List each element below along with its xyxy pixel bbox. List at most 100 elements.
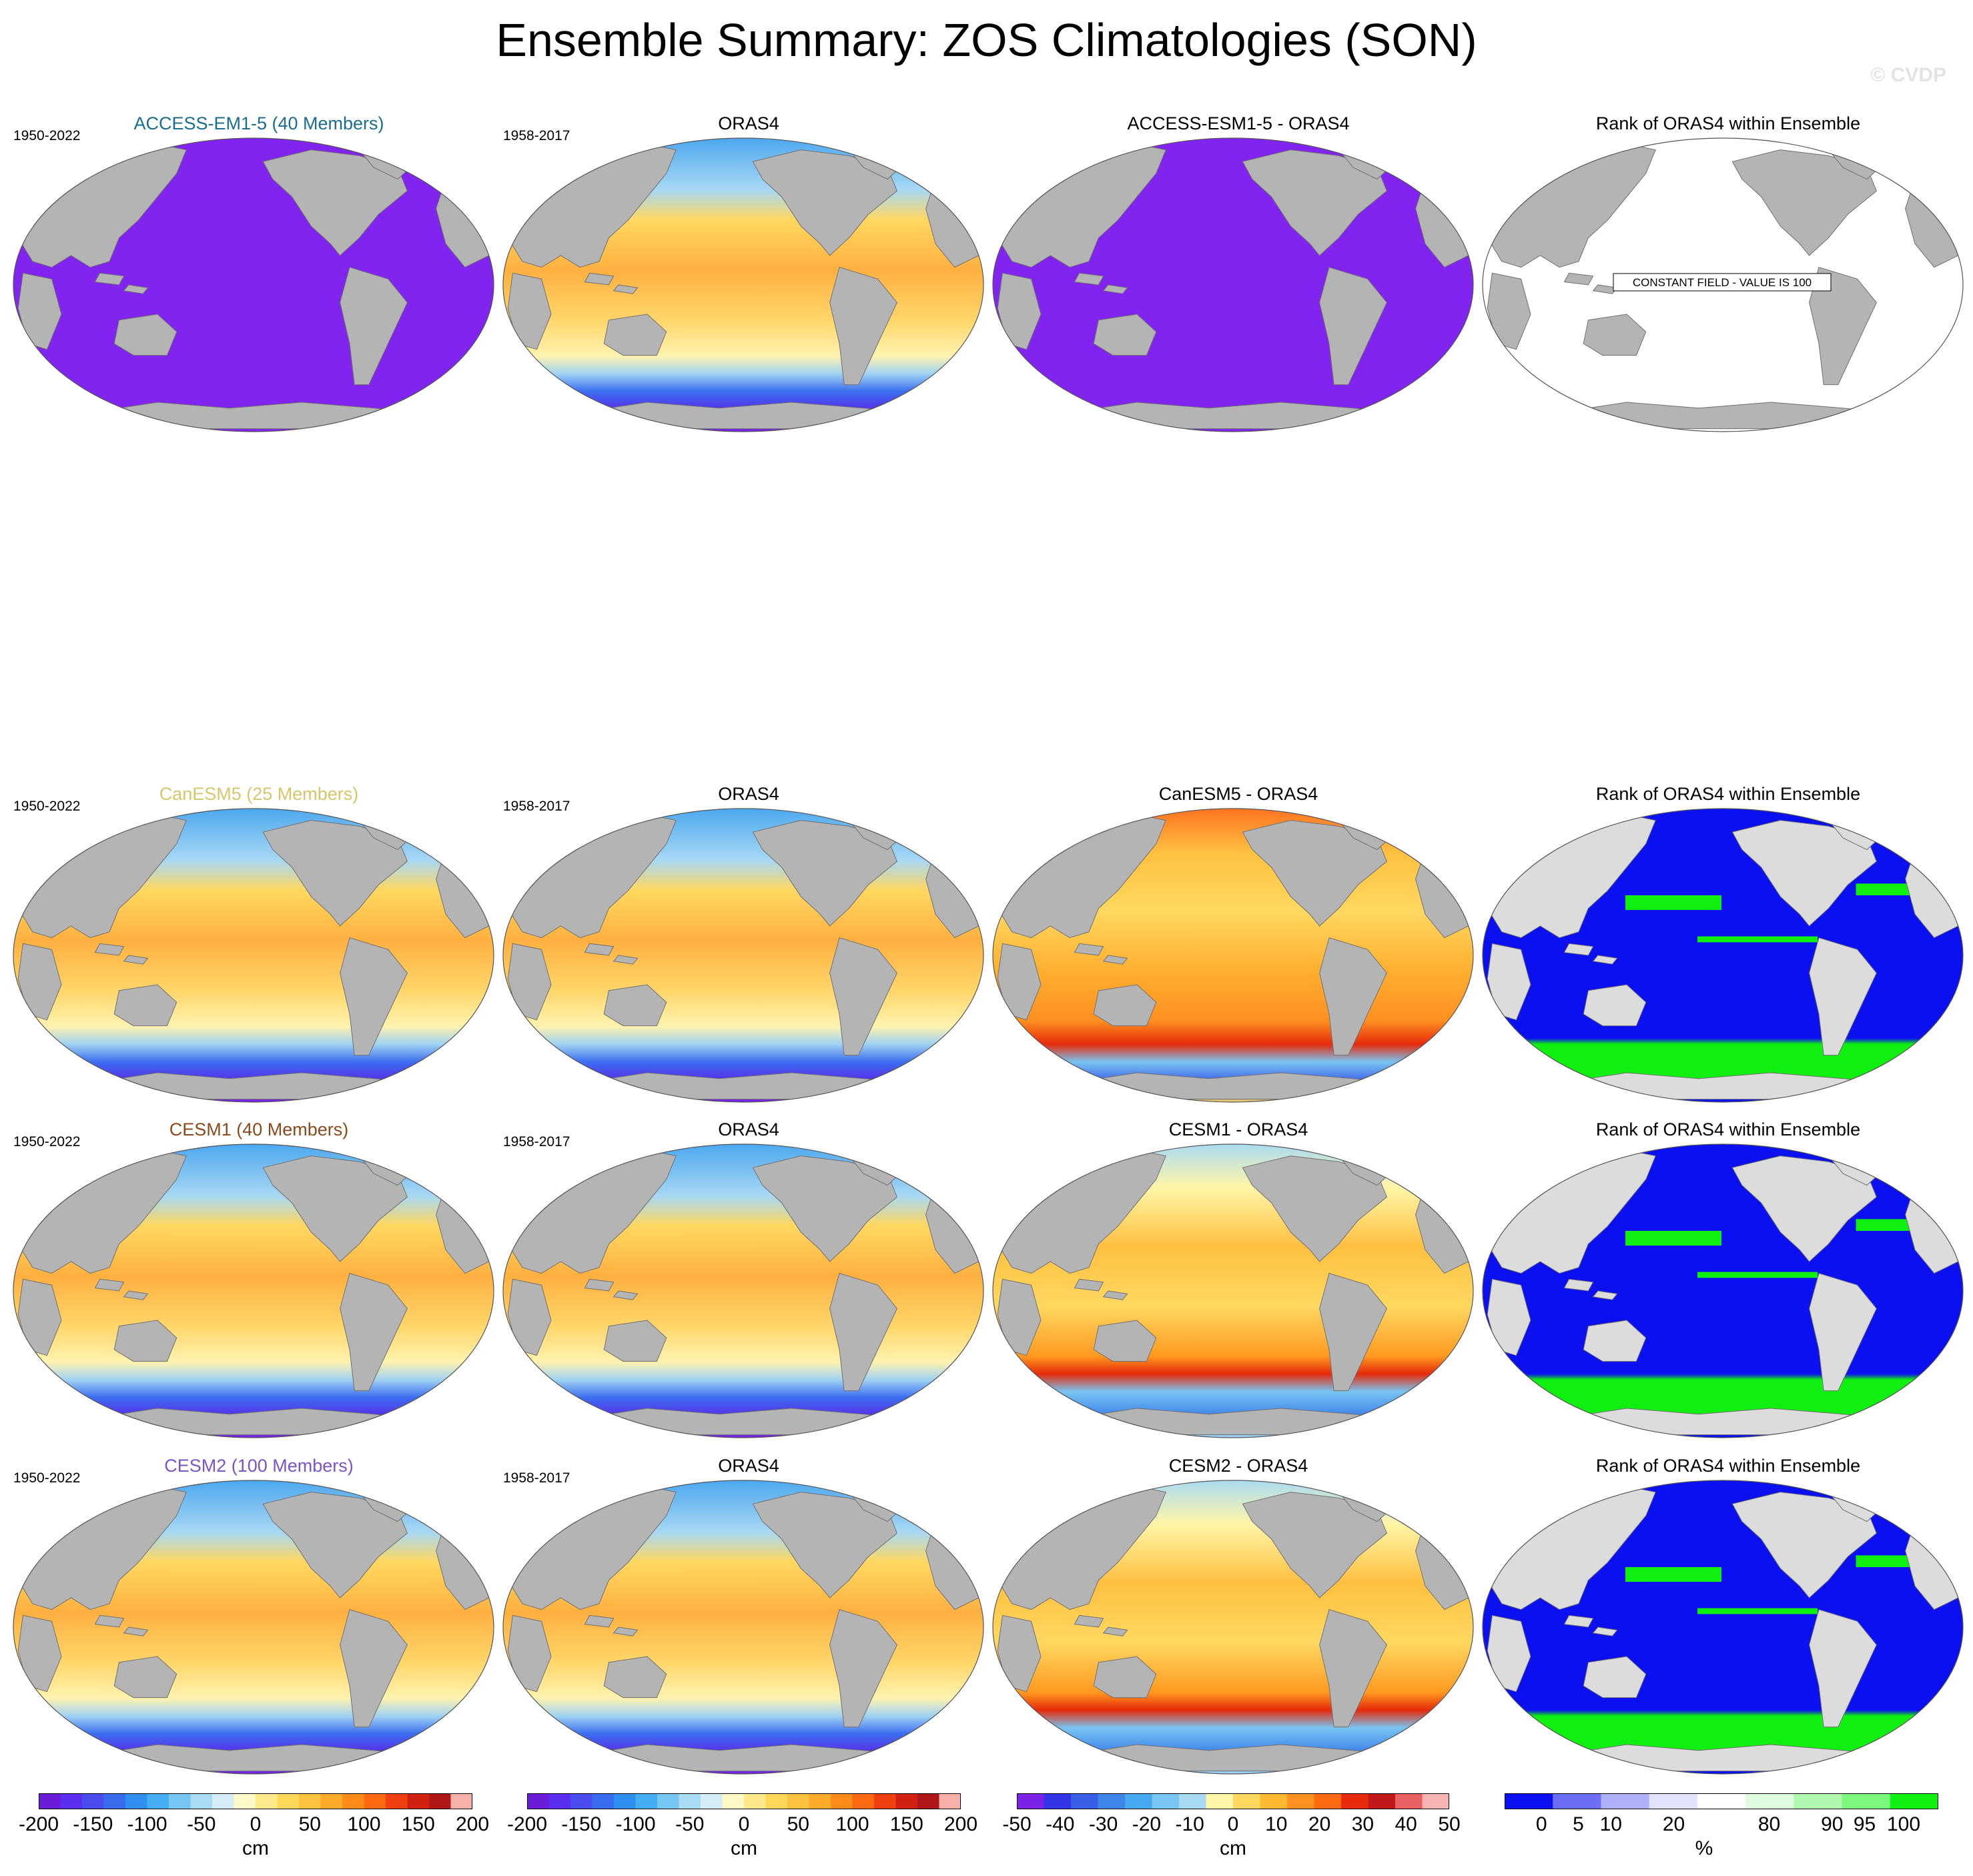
- panel-period: 1958-2017: [503, 1470, 570, 1486]
- rank-panel: Rank of ORAS4 within Ensemble: [1481, 1456, 1973, 1783]
- land-mass: [1809, 266, 1877, 386]
- map-climatology: [13, 808, 494, 1103]
- panel-title: CESM1 - ORAS4: [1168, 1119, 1308, 1139]
- colorbar-swatch: [103, 1793, 126, 1809]
- land-mass: [997, 1278, 1042, 1356]
- page-title: Ensemble Summary: ZOS Climatologies (SON…: [496, 14, 1477, 66]
- difference-panel: ACCESS-ESM1-5 - ORAS4: [992, 113, 1485, 440]
- colorbar-swatch: [364, 1793, 386, 1809]
- colorbar-swatch: [895, 1793, 918, 1809]
- map-border: [992, 1143, 1474, 1438]
- land-mass: [1102, 1290, 1128, 1300]
- colorbar-swatch: [1071, 1793, 1099, 1809]
- difference-panel: CESM2 - ORAS4: [992, 1456, 1485, 1783]
- land-mass: [1242, 820, 1388, 927]
- land-mass: [752, 1155, 898, 1262]
- land-mass: [1592, 284, 1618, 294]
- land-mass: [1319, 266, 1387, 386]
- panel-title: ORAS4: [718, 784, 779, 804]
- land-mass: [1487, 272, 1531, 350]
- colorbar-swatch: [82, 1793, 105, 1809]
- map-border: [1482, 137, 1964, 432]
- map-climatology: [502, 1480, 984, 1775]
- land-mass: [123, 284, 149, 294]
- map-border: [1482, 808, 1964, 1103]
- land-mass: [1242, 1155, 1388, 1262]
- colorbar-tick-label: 20: [1662, 1813, 1685, 1835]
- map-border: [502, 808, 984, 1103]
- map-uniform: [13, 137, 494, 432]
- land-mass: [1487, 1278, 1531, 1356]
- colorbar-swatch: [1368, 1793, 1396, 1809]
- land-mass: [340, 1272, 408, 1392]
- model-panel: ACCESS-EM1-5 (40 Members) 1950-2022: [12, 113, 506, 440]
- colorbar-tick-label: 150: [889, 1813, 923, 1835]
- rank-band: [1625, 1567, 1721, 1582]
- map-climatology: [502, 137, 984, 432]
- land-mass: [1242, 1492, 1388, 1598]
- obs-panel: ORAS4 1958-2017: [502, 113, 996, 440]
- colorbar-swatch: [125, 1793, 148, 1809]
- land-mass: [340, 1608, 408, 1728]
- colorbar-swatch: [1649, 1793, 1698, 1809]
- colorbar-swatch: [1233, 1793, 1261, 1809]
- colorbar-swatch: [1017, 1793, 1045, 1809]
- colorbar-tick-label: 100: [835, 1813, 869, 1835]
- colorbar-swatch: [1890, 1793, 1938, 1809]
- colorbar-swatch: [1422, 1793, 1449, 1809]
- land-mass: [507, 943, 552, 1021]
- colorbar-tick-label: -50: [187, 1813, 216, 1835]
- map-border: [13, 1143, 494, 1438]
- map-climatology: [13, 1143, 494, 1438]
- difference-panel: CESM1 - ORAS4: [992, 1119, 1485, 1446]
- land-mass: [1319, 1608, 1387, 1728]
- land-mass: [340, 266, 408, 386]
- land-mass: [340, 937, 408, 1056]
- rank-band: [1697, 1608, 1818, 1614]
- colorbar-tick-label: 100: [1886, 1813, 1921, 1835]
- panel-title: Rank of ORAS4 within Ensemble: [1595, 1119, 1861, 1139]
- land-mass: [1583, 984, 1647, 1027]
- colorbar-unit: cm: [242, 1837, 269, 1859]
- map-border: [502, 137, 984, 432]
- colorbar-swatch: [407, 1793, 430, 1809]
- colorbar-tick-label: 40: [1395, 1813, 1417, 1835]
- land-mass: [113, 1656, 177, 1699]
- land-mass: [1731, 1155, 1878, 1262]
- land-mass: [1583, 1656, 1647, 1699]
- land-mass: [1731, 820, 1878, 927]
- colorbar-difference: -50 -40 -30 -20 -10 0 10 20 30 40 50 cm: [1002, 1793, 1461, 1867]
- map-mixed-bias: [992, 1143, 1474, 1438]
- colorbar-swatch: [939, 1793, 961, 1809]
- colorbar-swatch: [809, 1793, 831, 1809]
- colorbar-tick-label: 0: [738, 1813, 750, 1835]
- map-border: [502, 1143, 984, 1438]
- colorbar-climatology: -200 -150 -100 -50 0 50 100 150 200 cm: [19, 1793, 489, 1867]
- colorbar-frame: [1505, 1793, 1938, 1809]
- colorbar-tick-label: 50: [298, 1813, 321, 1835]
- colorbar-tick-label: 0: [1227, 1813, 1239, 1835]
- colorbar-frame: [527, 1793, 961, 1809]
- land-mass: [262, 1492, 408, 1598]
- map-climatology: [502, 1143, 984, 1438]
- colorbar-swatch: [1697, 1793, 1746, 1809]
- map-border: [992, 1480, 1474, 1775]
- colorbar-swatch: [527, 1793, 550, 1809]
- land-mass: [613, 1626, 639, 1636]
- panel-period: 1958-2017: [503, 799, 570, 814]
- land-mass: [1563, 1278, 1594, 1292]
- map-border: [1482, 1480, 1964, 1775]
- colorbar-tick-label: 50: [787, 1813, 809, 1835]
- rank-band: [1856, 1555, 1914, 1567]
- map-uniform: [992, 137, 1474, 432]
- land-mass: [1093, 1656, 1157, 1699]
- map-border: [502, 1480, 984, 1775]
- colorbar-swatch: [701, 1793, 723, 1809]
- land-mass: [1102, 955, 1128, 965]
- colorbar-swatch: [722, 1793, 745, 1809]
- panel-title: Rank of ORAS4 within Ensemble: [1595, 784, 1861, 804]
- colorbar-swatch: [234, 1793, 256, 1809]
- panel-title: CESM1 (40 Members): [169, 1119, 349, 1139]
- obs-panel: ORAS4 1958-2017: [502, 1119, 996, 1446]
- colorbar-swatch: [320, 1793, 343, 1809]
